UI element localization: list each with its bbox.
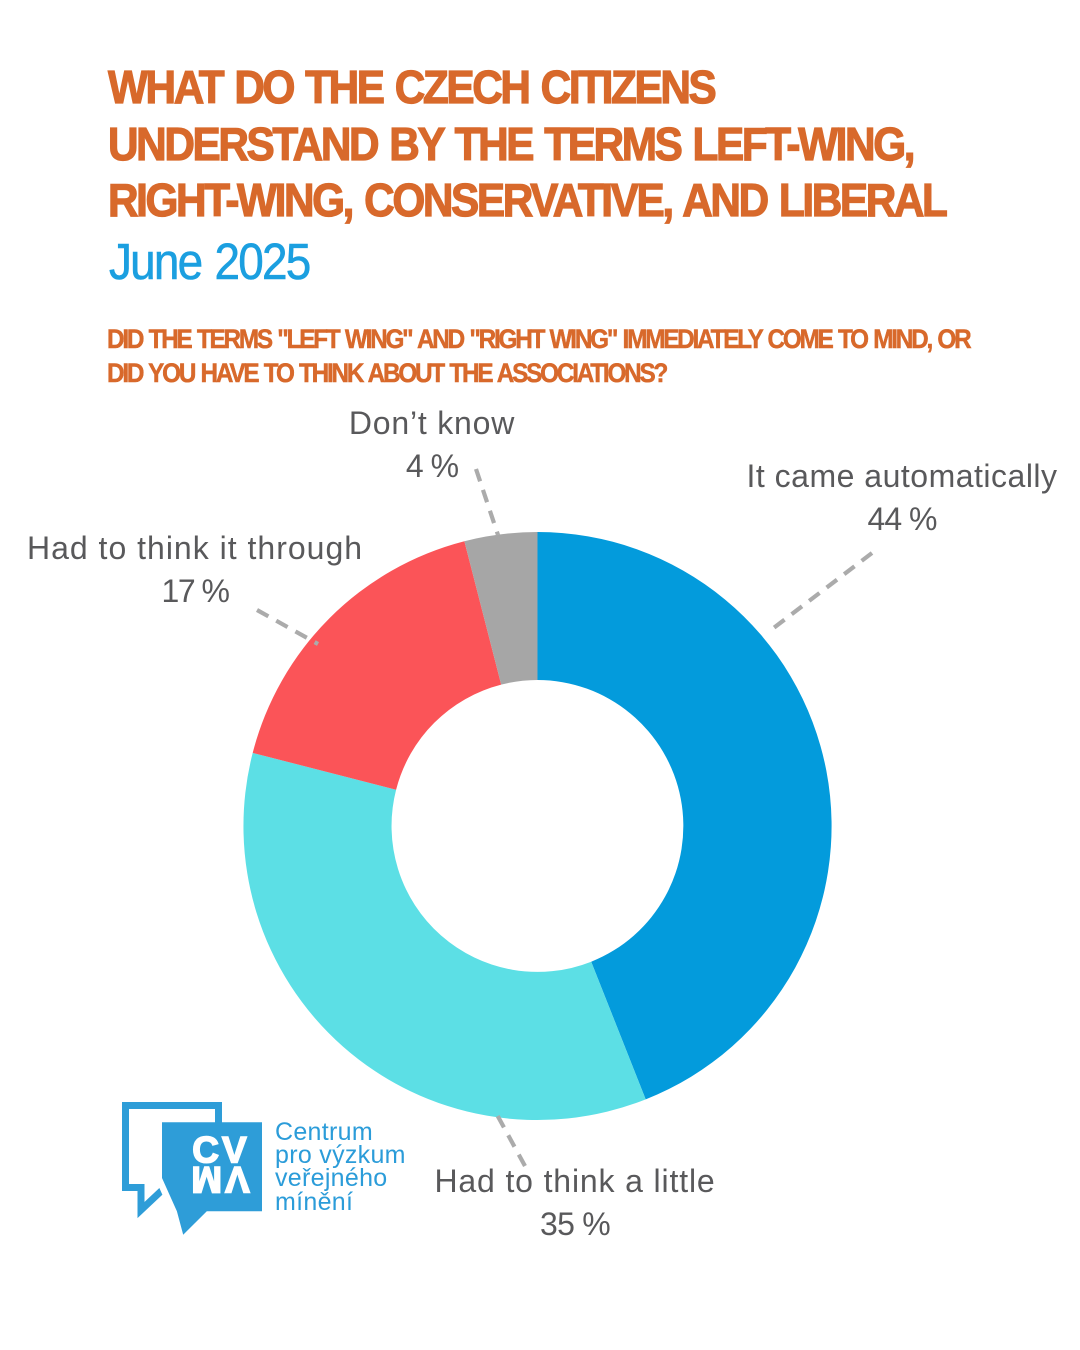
svg-text:CV: CV <box>192 1130 249 1171</box>
svg-text:VM: VM <box>188 1159 250 1200</box>
